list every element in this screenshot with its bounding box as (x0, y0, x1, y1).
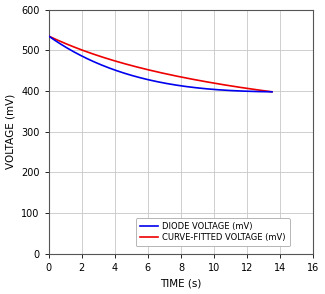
X-axis label: TIME (s): TIME (s) (160, 278, 202, 288)
Line: CURVE-FITTED VOLTAGE (mV): CURVE-FITTED VOLTAGE (mV) (49, 36, 272, 92)
CURVE-FITTED VOLTAGE (mV) (179, 75, 183, 79)
DIODE VOLTAGE (mV) (180, 84, 184, 88)
CURVE-FITTED VOLTAGE (mV) (270, 90, 274, 93)
CURVE-FITTED VOLTAGE (mV) (47, 35, 51, 38)
DIODE VOLTAGE (mV) (47, 35, 51, 38)
CURVE-FITTED VOLTAGE (mV) (249, 87, 253, 91)
DIODE VOLTAGE (mV) (183, 85, 187, 88)
DIODE VOLTAGE (mV) (249, 90, 253, 93)
Legend: DIODE VOLTAGE (mV), CURVE-FITTED VOLTAGE (mV): DIODE VOLTAGE (mV), CURVE-FITTED VOLTAGE… (136, 218, 290, 246)
DIODE VOLTAGE (mV) (235, 89, 239, 93)
CURVE-FITTED VOLTAGE (mV) (235, 85, 239, 88)
DIODE VOLTAGE (mV) (47, 34, 51, 38)
Y-axis label: VOLTAGE (mV): VOLTAGE (mV) (6, 94, 16, 169)
CURVE-FITTED VOLTAGE (mV) (47, 34, 51, 38)
DIODE VOLTAGE (mV) (270, 90, 274, 93)
DIODE VOLTAGE (mV) (179, 84, 183, 88)
CURVE-FITTED VOLTAGE (mV) (183, 76, 187, 80)
Line: DIODE VOLTAGE (mV): DIODE VOLTAGE (mV) (49, 36, 272, 92)
CURVE-FITTED VOLTAGE (mV) (180, 75, 184, 79)
